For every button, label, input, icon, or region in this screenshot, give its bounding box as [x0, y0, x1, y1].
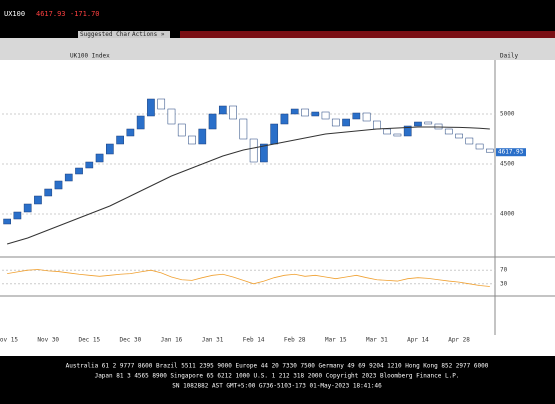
last-price-tag	[496, 148, 526, 157]
candle	[85, 161, 94, 169]
candle	[177, 123, 186, 137]
candle	[147, 98, 155, 117]
oscillator	[7, 269, 490, 287]
candle	[260, 143, 268, 163]
menu-button[interactable]	[78, 31, 150, 38]
candle	[54, 180, 63, 190]
y-tick-label: 30	[500, 280, 508, 287]
y-tick-label: 70	[500, 267, 508, 274]
candle	[383, 128, 392, 135]
y-tick-label: 4000	[500, 211, 515, 218]
moving-average	[6, 126, 490, 245]
y-tick-label: 5000	[500, 111, 515, 118]
alert-bar	[180, 31, 555, 38]
candle	[270, 123, 279, 145]
x-tick-label: Mar 31	[366, 337, 388, 344]
last-price: 4617.93	[36, 10, 66, 18]
candle	[229, 105, 237, 120]
candle	[3, 218, 11, 225]
candle	[301, 108, 309, 117]
x-tick-label: Feb 14	[243, 337, 265, 344]
x-tick-label: Nov 30	[37, 337, 59, 344]
candle	[218, 105, 227, 115]
candle	[188, 135, 196, 145]
x-tick-label: Feb 28	[284, 337, 306, 344]
candle	[311, 111, 320, 117]
x-tick-label: Jan 31	[202, 337, 224, 344]
candle	[208, 113, 217, 130]
candle	[331, 118, 340, 127]
candle	[105, 143, 114, 155]
period: Daily	[500, 53, 518, 60]
candle	[95, 153, 104, 163]
x-tick-label: Nov 15	[0, 337, 18, 344]
candle	[136, 115, 145, 130]
candle	[64, 173, 73, 182]
x-tick-label: Jan 16	[161, 337, 183, 344]
candle	[455, 133, 463, 139]
candle	[403, 125, 412, 137]
top-bar	[0, 0, 555, 30]
last-price-label: 4617.93	[498, 149, 524, 156]
candle	[126, 128, 135, 137]
candle	[342, 118, 350, 127]
candle	[465, 137, 474, 145]
candle	[13, 211, 22, 220]
candle	[290, 108, 299, 115]
candle	[424, 121, 433, 125]
candle	[280, 113, 289, 125]
candle	[239, 118, 248, 140]
candle	[352, 112, 361, 120]
candle	[75, 167, 83, 175]
candle	[414, 121, 422, 127]
x-tick-label: Apr 28	[448, 337, 470, 344]
candle	[444, 128, 453, 135]
chart-area	[0, 60, 555, 356]
candle	[321, 111, 330, 120]
candle	[116, 135, 124, 145]
x-tick-label: Dec 30	[120, 337, 142, 344]
menu-actions[interactable]: Actions »	[132, 31, 165, 38]
y-tick-label: 4500	[500, 161, 515, 168]
candle	[34, 195, 42, 205]
candle	[362, 112, 371, 122]
x-tick-label: Mar 15	[325, 337, 347, 344]
candle	[44, 188, 53, 197]
candle	[167, 108, 176, 125]
candle	[486, 148, 494, 153]
menu-suggested[interactable]: Suggested Charts »	[80, 31, 145, 38]
footer	[0, 356, 555, 400]
candle	[475, 143, 484, 150]
ticker: UX100	[4, 10, 25, 18]
toolbar	[0, 38, 555, 60]
x-tick-label: Apr 14	[407, 337, 429, 344]
candle	[249, 138, 258, 163]
footer-line: Australia 61 2 9777 8600 Brazil 5511 239…	[66, 363, 489, 370]
security-name: UK100 Index	[70, 53, 110, 60]
candle	[198, 128, 207, 145]
price-change: -171.70	[70, 10, 100, 18]
candle	[157, 98, 166, 110]
menu-button[interactable]	[130, 31, 170, 38]
candle	[373, 120, 381, 130]
footer-line: SN 1082882 AST GMT+5:00 G736-5103-173 01…	[172, 383, 382, 390]
candle	[393, 133, 402, 137]
x-tick-label: Dec 15	[78, 337, 100, 344]
candle	[23, 203, 32, 213]
footer-line: Japan 81 3 4565 8900 Singapore 65 6212 1…	[95, 373, 460, 380]
